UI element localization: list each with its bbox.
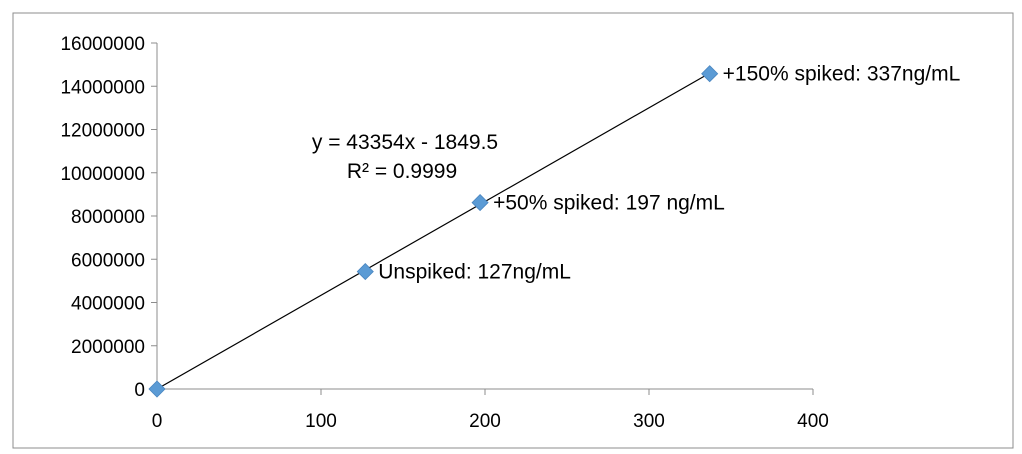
x-tick-label: 100: [305, 411, 337, 432]
y-tick-label: 0: [134, 380, 145, 401]
trendline-annotation: y = 43354x - 1849.5 R² = 0.9999: [312, 131, 498, 183]
y-tick-label: 8000000: [71, 207, 145, 228]
trendline: [156, 72, 710, 390]
x-tick-label: 200: [469, 411, 501, 432]
y-tick-label: 2000000: [71, 337, 145, 358]
y-axis: 0 2000000 4000000 6000000 8000000 10000000 120…: [60, 34, 158, 401]
y-tick-label: 6000000: [71, 250, 145, 271]
y-tick-label: 4000000: [71, 294, 145, 315]
data-point-marker: [148, 380, 166, 398]
y-tick-label: 14000000: [60, 77, 145, 98]
x-tick-label: 300: [633, 411, 665, 432]
trendline-equation: y = 43354x - 1849.5: [312, 131, 498, 154]
x-tick-label: 0: [152, 411, 163, 432]
data-point-marker: [471, 194, 489, 212]
y-tick-label: 12000000: [60, 121, 145, 142]
data-point-label: +50% spiked: 197 ng/mL: [493, 192, 725, 215]
y-tick-label: 16000000: [60, 34, 145, 55]
data-point-label: Unspiked: 127ng/mL: [378, 261, 571, 284]
data-point-marker: [701, 65, 719, 83]
data-labels: Unspiked: 127ng/mL +50% spiked: 197 ng/mL…: [378, 63, 960, 284]
trendline-line: [156, 72, 710, 390]
x-axis: 0 100 200 300 400: [152, 388, 829, 432]
trendline-r2: R² = 0.9999: [347, 160, 457, 183]
x-tick-label: 400: [797, 411, 829, 432]
y-tick-label: 10000000: [60, 164, 145, 185]
data-point-marker: [356, 263, 374, 281]
data-points: [148, 65, 719, 398]
data-point-label: +150% spiked: 337ng/mL: [723, 63, 961, 86]
